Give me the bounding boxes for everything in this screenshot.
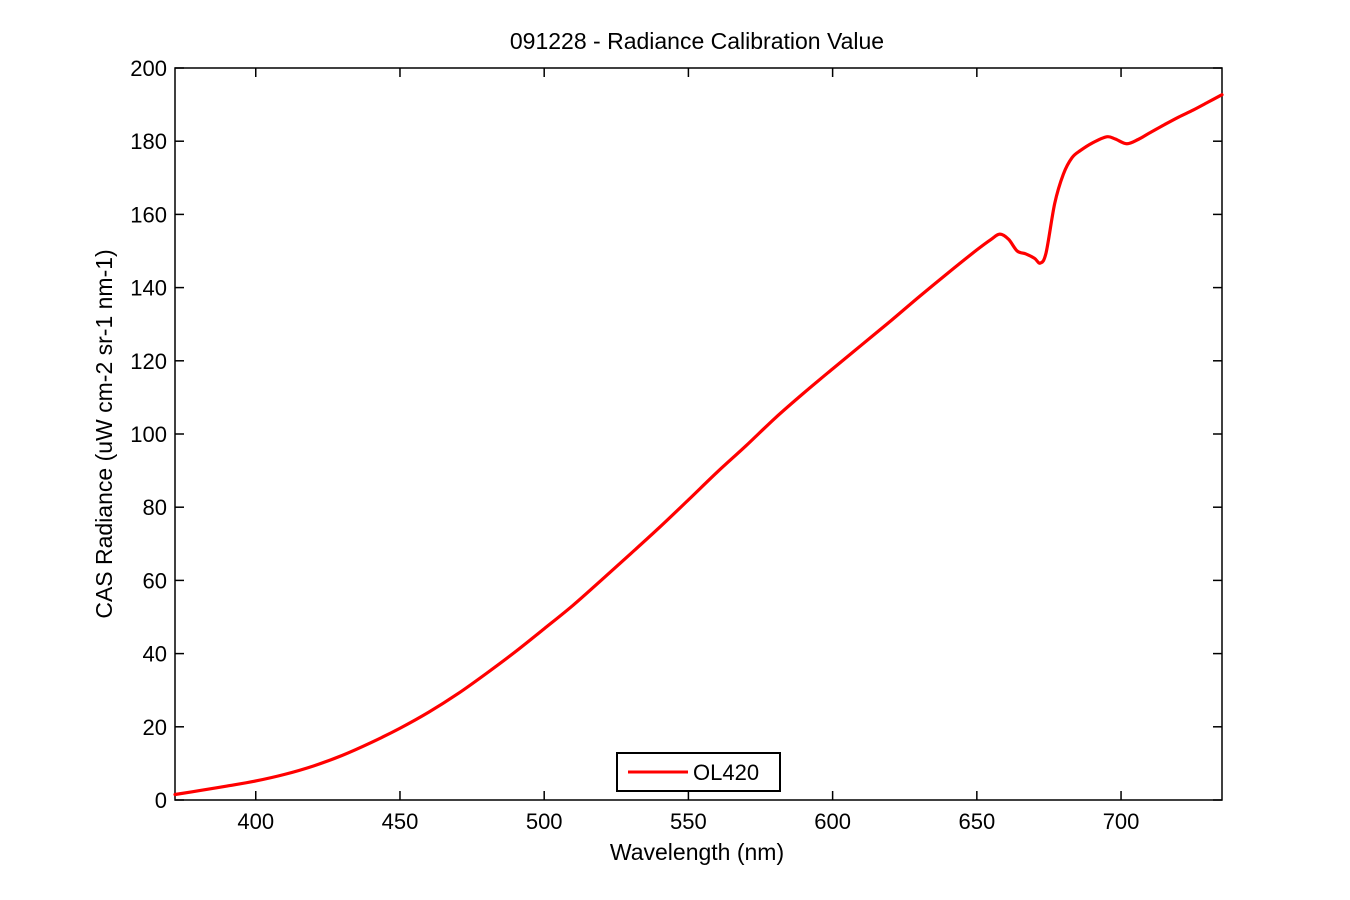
y-axis: 0 20 40 60 80 100 120 140 160 180 200 bbox=[130, 56, 1222, 813]
y-tick-label: 40 bbox=[143, 642, 167, 667]
y-tick-label: 60 bbox=[143, 568, 167, 593]
x-axis-label: Wavelength (nm) bbox=[610, 839, 784, 865]
y-tick-label: 140 bbox=[130, 276, 167, 301]
x-tick-label: 500 bbox=[526, 809, 563, 834]
plot-area bbox=[174, 67, 1223, 801]
legend: OL420 bbox=[616, 752, 781, 792]
series-line-ol420 bbox=[173, 93, 1224, 797]
series-layer bbox=[173, 93, 1224, 797]
x-tick-label: 450 bbox=[382, 809, 419, 834]
chart-title: 091228 - Radiance Calibration Value bbox=[510, 28, 884, 54]
x-tick-label: 400 bbox=[237, 809, 274, 834]
y-tick-label: 0 bbox=[155, 788, 167, 813]
x-tick-label: 550 bbox=[670, 809, 707, 834]
y-tick-label: 20 bbox=[143, 715, 167, 740]
x-tick-label: 700 bbox=[1103, 809, 1140, 834]
x-tick-label: 600 bbox=[814, 809, 851, 834]
y-tick-label: 200 bbox=[130, 56, 167, 81]
y-tick-label: 160 bbox=[130, 202, 167, 227]
legend-label: OL420 bbox=[693, 760, 759, 785]
y-tick-label: 80 bbox=[143, 495, 167, 520]
x-axis: 400 450 500 550 600 650 700 bbox=[237, 68, 1139, 834]
x-tick-label: 650 bbox=[958, 809, 995, 834]
y-tick-label: 120 bbox=[130, 349, 167, 374]
y-tick-label: 180 bbox=[130, 129, 167, 154]
y-tick-label: 100 bbox=[130, 422, 167, 447]
y-axis-label: CAS Radiance (uW cm-2 sr-1 nm-1) bbox=[91, 249, 117, 618]
